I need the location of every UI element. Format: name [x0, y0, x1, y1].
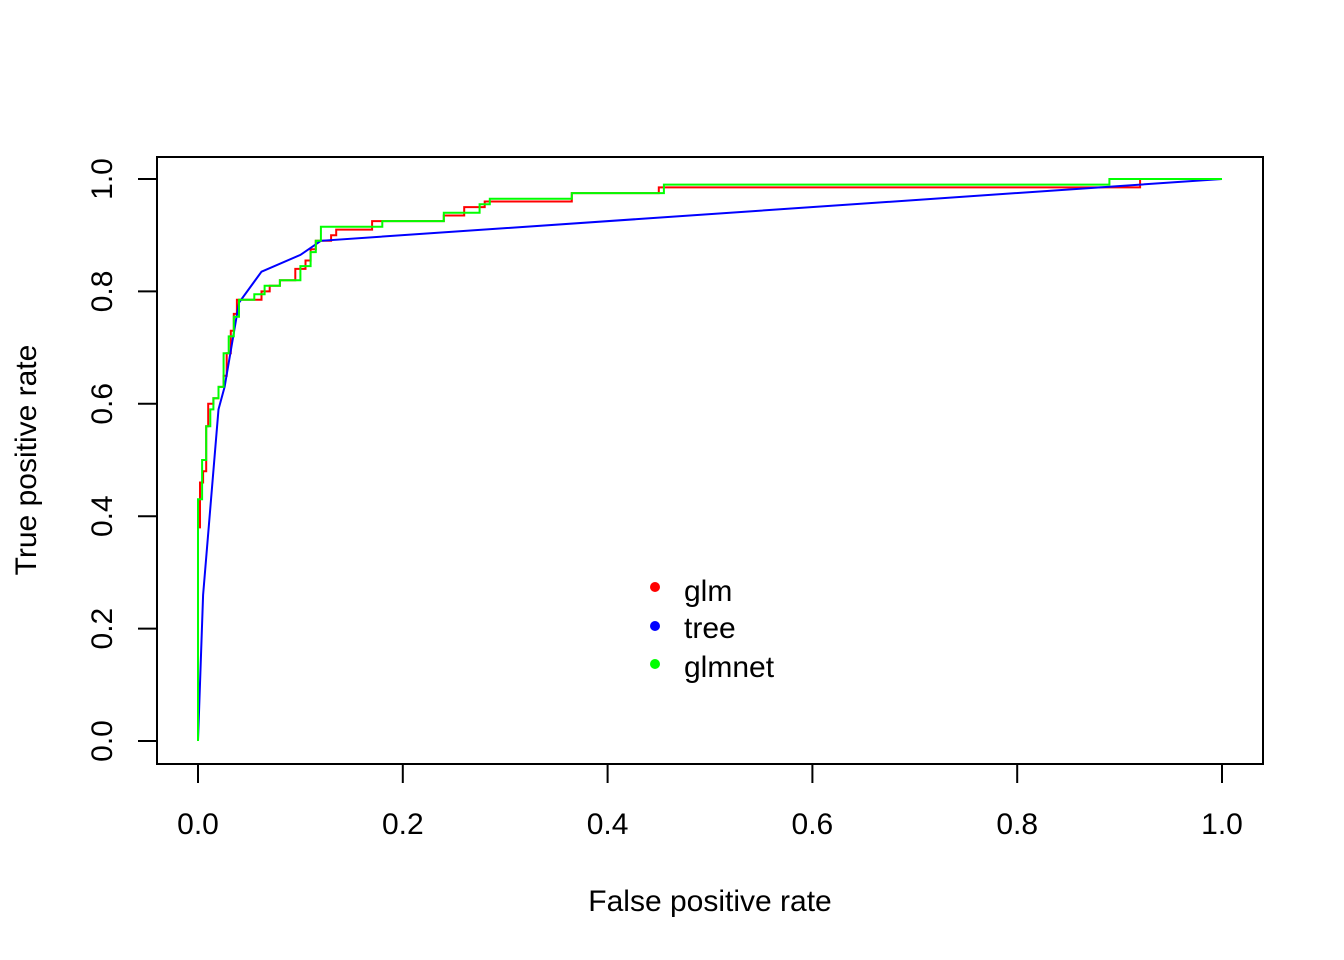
y-tick-label: 1.0	[86, 158, 119, 200]
x-tick-label: 0.2	[382, 808, 424, 841]
legend-marker-glmnet	[650, 659, 660, 669]
legend-item-glmnet: glmnet	[650, 651, 775, 684]
legend-label-glm: glm	[684, 575, 732, 608]
y-axis-label: True positive rate	[10, 345, 43, 576]
y-tick-label: 0.8	[86, 271, 119, 313]
y-tick-label: 0.2	[86, 608, 119, 650]
legend-label-glmnet: glmnet	[684, 651, 775, 684]
y-tick-label: 0.0	[86, 720, 119, 762]
legend-label-tree: tree	[684, 612, 736, 645]
x-tick-label: 1.0	[1201, 808, 1243, 841]
legend-item-tree: tree	[650, 612, 736, 645]
legend-marker-glm	[650, 582, 660, 592]
x-axis-label: False positive rate	[588, 885, 831, 918]
y-tick-label: 0.6	[86, 383, 119, 425]
legend-item-glm: glm	[650, 575, 732, 608]
y-tick-label: 0.4	[86, 495, 119, 537]
x-tick-label: 0.0	[177, 808, 219, 841]
x-tick-label: 0.8	[996, 808, 1038, 841]
series-line-glmnet	[197, 178, 1222, 741]
x-tick-label: 0.6	[792, 808, 834, 841]
x-tick-label: 0.4	[587, 808, 629, 841]
series-layer	[197, 178, 1223, 742]
y-axis: 0.0 0.2 0.4 0.6 0.8 1.0	[86, 158, 158, 762]
x-axis: 0.0 0.2 0.4 0.6 0.8 1.0	[177, 763, 1243, 841]
legend-marker-tree	[650, 621, 660, 631]
legend: glm tree glmnet	[650, 575, 775, 684]
